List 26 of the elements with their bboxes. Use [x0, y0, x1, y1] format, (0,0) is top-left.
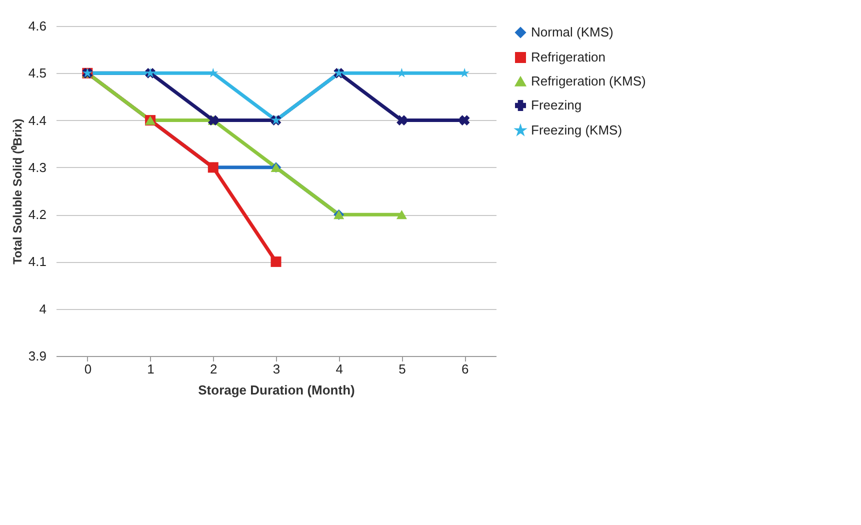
x-tick-label: 1: [147, 362, 154, 376]
y-tick-label: 4.3: [28, 160, 46, 175]
legend-label: Freezing: [531, 98, 582, 112]
y-tick-label: 4.2: [28, 207, 46, 222]
y-tick-label: 4.4: [28, 112, 46, 128]
y-tick-label: 3.9: [28, 348, 46, 364]
point: [396, 115, 407, 126]
y-tick-label: 4: [39, 301, 46, 316]
x-tick-label: 5: [398, 362, 406, 376]
x-tick-label: 0: [84, 362, 92, 376]
x-tick-label: 4: [336, 362, 343, 376]
y-tick-label: 4.6: [28, 18, 46, 34]
y-tick-label: 4.5: [28, 66, 46, 81]
point: [459, 115, 470, 126]
x-axis-title: Storage Duration (Month): [198, 382, 355, 398]
x-tick-label: 3: [272, 362, 280, 376]
point: [396, 210, 407, 220]
legend-label: Normal (KMS): [531, 24, 614, 40]
legend-label: Refrigeration (KMS): [531, 74, 646, 88]
legend-label: Refrigeration: [531, 50, 606, 64]
y-axis-title: Total Soluble Solid (⁰Brix): [10, 118, 24, 264]
legend-label: Freezing (KMS): [531, 122, 622, 138]
point: [270, 256, 282, 267]
y-tick-label: 4.1: [28, 254, 46, 270]
x-tick-label: 2: [210, 362, 218, 376]
x-tick-label: 6: [461, 362, 469, 376]
